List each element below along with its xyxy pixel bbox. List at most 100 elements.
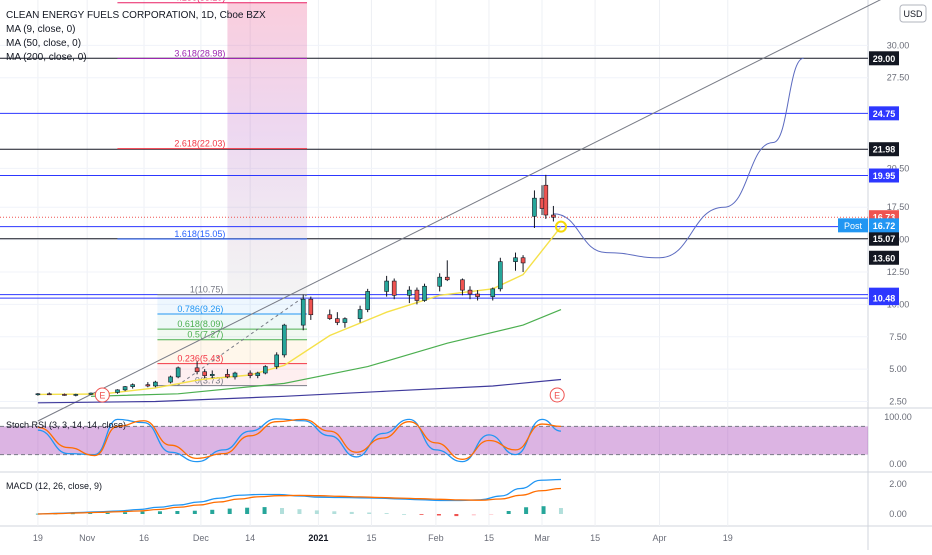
- macd-histogram-bar[interactable]: [262, 507, 267, 514]
- macd-histogram-bar[interactable]: [175, 511, 180, 514]
- macd-histogram-bar[interactable]: [140, 511, 145, 514]
- candle[interactable]: [365, 288, 370, 313]
- candle[interactable]: [391, 278, 397, 300]
- macd-title[interactable]: MACD (12, 26, close, 9): [6, 481, 102, 491]
- macd-histogram-bar[interactable]: [384, 513, 389, 514]
- macd-histogram-bar[interactable]: [332, 511, 337, 514]
- macd-histogram-bar[interactable]: [245, 507, 250, 514]
- candle[interactable]: [225, 369, 230, 379]
- macd-histogram-bar[interactable]: [489, 514, 494, 515]
- candle[interactable]: [475, 290, 480, 301]
- candle[interactable]: [467, 286, 473, 300]
- candle[interactable]: [520, 255, 526, 272]
- macd-histogram-bar[interactable]: [419, 514, 424, 515]
- macd-histogram-bar[interactable]: [123, 512, 128, 514]
- macd-histogram-bar[interactable]: [280, 508, 285, 514]
- macd-histogram-bar[interactable]: [506, 511, 511, 514]
- macd-histogram-bar[interactable]: [227, 508, 232, 514]
- macd-histogram-bar[interactable]: [454, 514, 459, 517]
- candle[interactable]: [263, 365, 268, 375]
- macd-histogram-bar[interactable]: [297, 509, 302, 514]
- candle[interactable]: [513, 252, 518, 271]
- candle[interactable]: [88, 392, 94, 396]
- fib-retracement-zone: [157, 339, 308, 364]
- candle[interactable]: [532, 190, 537, 228]
- macd-histogram-bar[interactable]: [349, 511, 354, 514]
- candle[interactable]: [422, 283, 427, 302]
- candle[interactable]: [543, 174, 549, 219]
- macd-histogram-bar[interactable]: [88, 513, 93, 514]
- candle-body: [520, 257, 526, 264]
- candle[interactable]: [255, 371, 261, 379]
- stoch-rsi-d-line[interactable]: [37, 418, 561, 460]
- earnings-marker[interactable]: E: [549, 387, 565, 403]
- candle-body: [384, 280, 389, 292]
- macd-histogram-bar[interactable]: [436, 514, 441, 516]
- candle[interactable]: [62, 393, 67, 396]
- candle[interactable]: [308, 296, 314, 320]
- ma9-line[interactable]: [37, 226, 562, 396]
- candle[interactable]: [357, 305, 363, 323]
- candle[interactable]: [414, 287, 420, 305]
- candle[interactable]: [327, 309, 333, 320]
- candle[interactable]: [444, 260, 450, 282]
- x-tick-label: 19: [33, 533, 43, 543]
- candle[interactable]: [130, 383, 135, 389]
- candle[interactable]: [490, 287, 496, 301]
- candle[interactable]: [498, 257, 503, 292]
- study-ma200[interactable]: MA (200, close, 0): [6, 52, 87, 63]
- macd-histogram-bar[interactable]: [210, 509, 215, 514]
- candle[interactable]: [281, 323, 287, 358]
- highlight-marker[interactable]: [554, 220, 567, 233]
- candle[interactable]: [122, 385, 128, 392]
- macd-histogram-bar[interactable]: [471, 514, 476, 516]
- macd-histogram-bar[interactable]: [157, 511, 162, 514]
- macd-histogram-bar[interactable]: [314, 510, 319, 514]
- candle[interactable]: [460, 278, 465, 296]
- macd-histogram-bar[interactable]: [524, 507, 529, 514]
- study-ma50[interactable]: MA (50, close, 0): [6, 38, 81, 49]
- macd-signal-line[interactable]: [37, 487, 561, 515]
- candle[interactable]: [73, 393, 79, 397]
- candle[interactable]: [168, 375, 173, 384]
- candle[interactable]: [384, 275, 389, 297]
- candle[interactable]: [551, 205, 556, 222]
- candle[interactable]: [232, 371, 238, 380]
- x-tick-label: Dec: [193, 533, 210, 543]
- macd-histogram-bar[interactable]: [402, 514, 407, 515]
- stoch-rsi-title[interactable]: Stoch RSI (3, 3, 14, 14, close): [6, 420, 126, 430]
- candle[interactable]: [46, 392, 52, 396]
- trend-line[interactable]: [37, 0, 906, 422]
- candle[interactable]: [407, 286, 412, 304]
- price-level-badge: 21.98: [869, 142, 899, 157]
- stoch-rsi-k-line[interactable]: [37, 418, 562, 463]
- candle[interactable]: [153, 380, 158, 388]
- earnings-marker[interactable]: E: [94, 387, 110, 403]
- macd-histogram-bar[interactable]: [558, 508, 563, 514]
- macd-histogram-bar[interactable]: [541, 506, 546, 514]
- candle[interactable]: [175, 366, 181, 379]
- candle[interactable]: [437, 273, 442, 292]
- candle[interactable]: [342, 317, 348, 328]
- macd-histogram-bar[interactable]: [105, 512, 110, 514]
- macd-histogram-bar[interactable]: [367, 512, 372, 515]
- candle[interactable]: [300, 294, 306, 331]
- ma200-line[interactable]: [37, 378, 562, 404]
- macd-histogram-bar[interactable]: [70, 513, 75, 515]
- ma50-line[interactable]: [90, 309, 562, 397]
- candle[interactable]: [145, 382, 151, 388]
- candle[interactable]: [274, 352, 279, 370]
- projection-path[interactable]: [553, 57, 804, 259]
- study-ma9[interactable]: MA (9, close, 0): [6, 24, 75, 35]
- candle-body: [407, 289, 412, 296]
- candle[interactable]: [247, 370, 253, 379]
- candle[interactable]: [209, 370, 215, 379]
- candle[interactable]: [335, 312, 340, 326]
- currency-button[interactable]: USD: [899, 4, 927, 23]
- candle[interactable]: [194, 361, 200, 375]
- candle[interactable]: [115, 389, 120, 394]
- candle[interactable]: [35, 393, 41, 396]
- macd-histogram-bar[interactable]: [192, 510, 197, 514]
- candle[interactable]: [202, 369, 207, 379]
